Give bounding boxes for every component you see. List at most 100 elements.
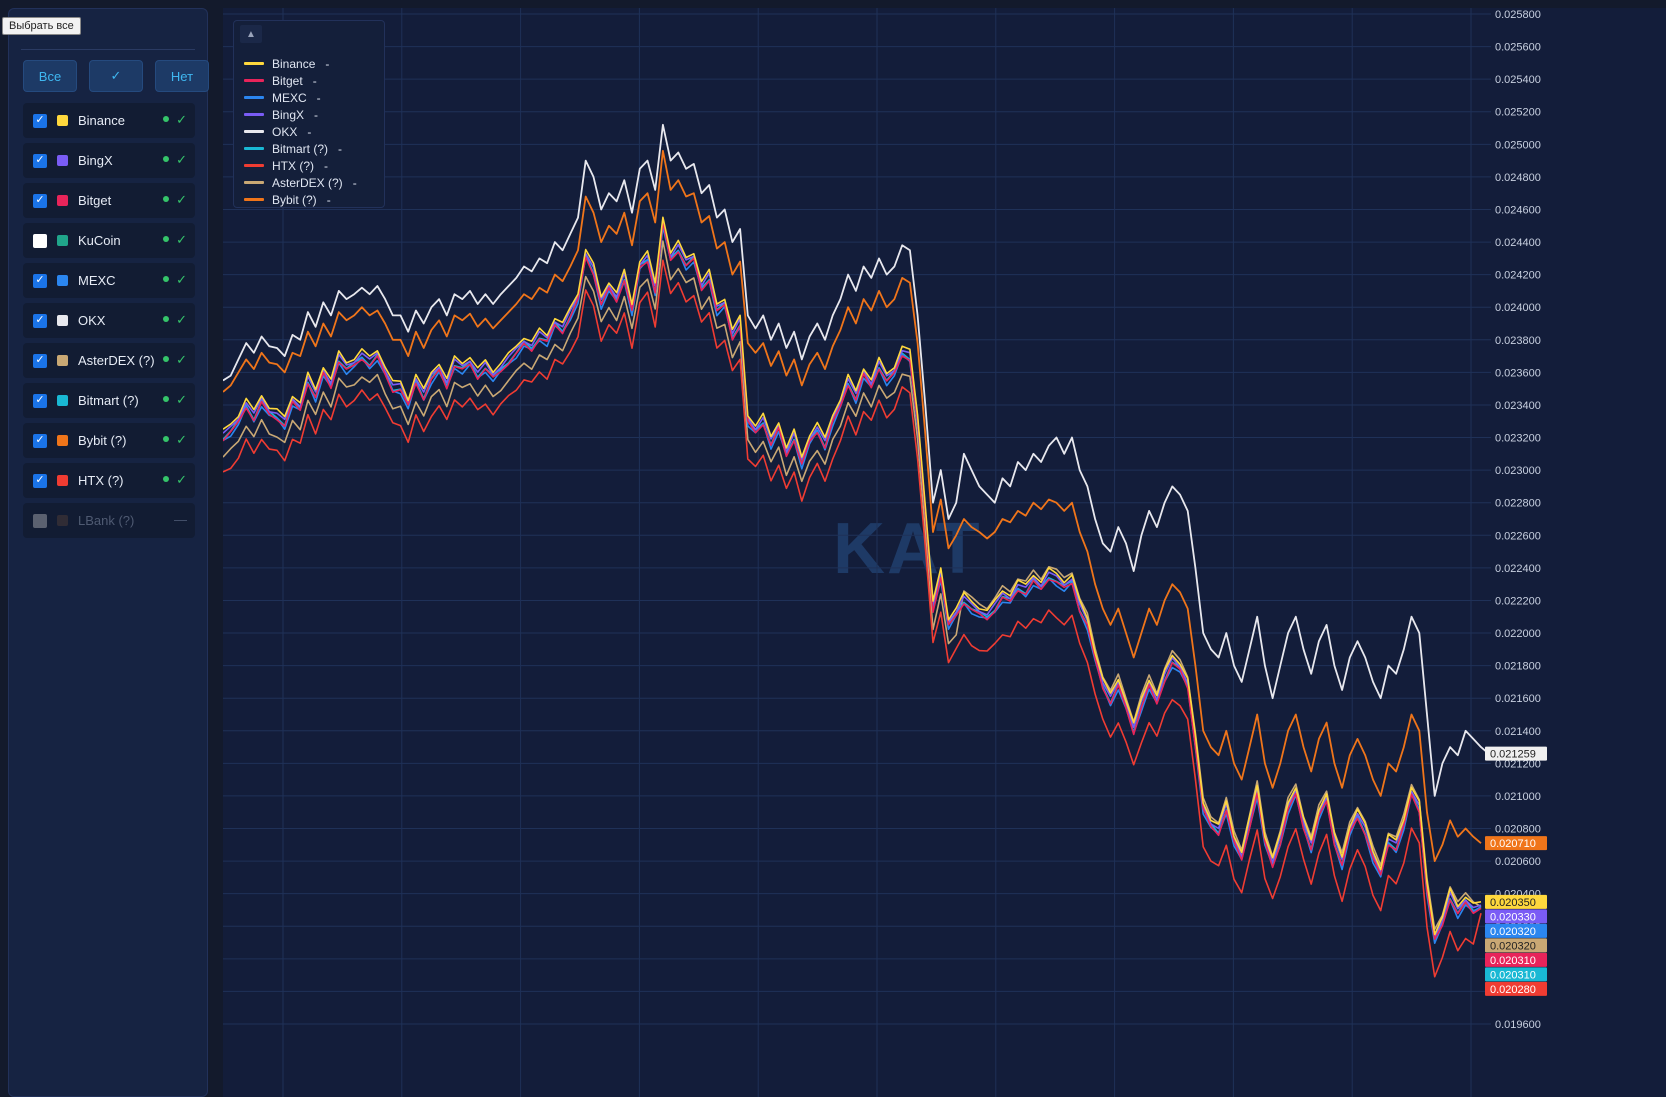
legend-line-icon xyxy=(244,113,264,116)
legend-entry-asterdex[interactable]: AsterDEX (?) - xyxy=(244,174,357,191)
price-tag xyxy=(1485,836,1547,851)
legend-entry-bitmart[interactable]: Bitmart (?) - xyxy=(244,140,342,157)
series-line-okx xyxy=(223,123,1490,797)
status-check-icon: ✓ xyxy=(176,232,187,247)
legend-label: Bitmart (?) xyxy=(272,141,329,156)
price-tag-label: 0.020320 xyxy=(1490,940,1536,952)
status-check-icon: ✓ xyxy=(176,112,187,127)
exchange-color-swatch xyxy=(57,315,68,326)
y-tick-label: 0.020600 xyxy=(1495,856,1541,868)
price-tag-label: 0.020350 xyxy=(1490,897,1536,909)
legend-entry-bingx[interactable]: BingX - xyxy=(244,106,318,123)
legend-value: - xyxy=(326,192,331,207)
exchange-checkbox[interactable]: ✓ xyxy=(33,433,47,448)
chart-panel: KAT 0.025800 0.025600 0.025400 0.025200 0.02… xyxy=(223,8,1666,1097)
legend-entry-bybit[interactable]: Bybit (?) - xyxy=(244,191,331,208)
status-dot-icon xyxy=(163,116,169,122)
price-tag-label: 0.020320 xyxy=(1490,926,1536,938)
exchange-checkbox[interactable]: ✓ xyxy=(33,473,47,488)
exchange-item-asterdex[interactable]: ✓ AsterDEX (?) ✓ xyxy=(23,343,195,378)
status-check-icon: ✓ xyxy=(176,352,187,367)
status-dot-icon xyxy=(163,476,169,482)
legend-label: AsterDEX (?) xyxy=(272,175,343,190)
y-tick-label: 0.025200 xyxy=(1495,107,1541,119)
series-line-bitmart xyxy=(223,220,1482,939)
exchange-name: LBank (?) xyxy=(78,513,135,528)
exchange-color-swatch xyxy=(57,115,68,126)
status-check-icon: ✓ xyxy=(176,392,187,407)
exchange-name: BingX xyxy=(78,153,113,168)
price-tag-label: 0.020310 xyxy=(1490,955,1536,967)
y-tick-label: 0.022200 xyxy=(1495,595,1541,607)
exchange-item-mexc[interactable]: ✓ MEXC ✓ xyxy=(23,263,195,298)
exchange-checkbox[interactable]: ✓ xyxy=(33,353,47,368)
y-tick-label: 0.024600 xyxy=(1495,204,1541,216)
exchange-checkbox[interactable]: ✓ xyxy=(33,153,47,168)
exchange-color-swatch xyxy=(57,275,68,286)
legend-label: MEXC xyxy=(272,90,307,105)
exchange-checkbox[interactable]: ✓ xyxy=(33,273,47,288)
exchange-color-swatch xyxy=(57,235,68,246)
exchange-item-bitget[interactable]: ✓ Bitget ✓ xyxy=(23,183,195,218)
watermark: KAT xyxy=(833,509,982,589)
legend-line-icon xyxy=(244,147,264,150)
exchange-name: MEXC xyxy=(78,273,116,288)
exchange-name: KuCoin xyxy=(78,233,121,248)
exchange-checkbox[interactable]: ✓ xyxy=(33,393,47,408)
exchange-item-binance[interactable]: ✓ Binance ✓ xyxy=(23,103,195,138)
exchange-name: Bybit (?) xyxy=(78,433,127,448)
select-check-button[interactable]: ✓ xyxy=(89,60,143,92)
exchange-color-swatch xyxy=(57,395,68,406)
price-tag xyxy=(1485,746,1547,761)
exchange-item-bingx[interactable]: ✓ BingX ✓ xyxy=(23,143,195,178)
exchange-name: AsterDEX (?) xyxy=(78,353,155,368)
legend-collapse-button[interactable]: ▲ xyxy=(240,25,262,43)
select-none-button[interactable]: Нет xyxy=(155,60,209,92)
y-tick-label: 0.025600 xyxy=(1495,42,1541,54)
exchange-name: Binance xyxy=(78,113,125,128)
exchange-checkbox[interactable] xyxy=(33,513,47,528)
select-all-button[interactable]: Все xyxy=(23,60,77,92)
legend-label: Bitget xyxy=(272,73,303,88)
status-check-icon: ✓ xyxy=(176,152,187,167)
exchange-item-bitmart[interactable]: ✓ Bitmart (?) ✓ xyxy=(23,383,195,418)
exchange-name: Bitget xyxy=(78,193,112,208)
legend-label: BingX xyxy=(272,107,305,122)
exchange-name: HTX (?) xyxy=(78,473,124,488)
status-dot-icon xyxy=(163,316,169,322)
status-dot-icon xyxy=(163,276,169,282)
exchange-item-lbank[interactable]: LBank (?) — xyxy=(23,503,195,538)
exchange-checkbox[interactable] xyxy=(33,233,47,248)
status-check-icon: ✓ xyxy=(176,432,187,447)
status-dot-icon xyxy=(163,356,169,362)
exchange-item-htx[interactable]: ✓ HTX (?) ✓ xyxy=(23,463,195,498)
exchange-color-swatch xyxy=(57,195,68,206)
y-tick-label: 0.023600 xyxy=(1495,367,1541,379)
y-tick-label: 0.022000 xyxy=(1495,628,1541,640)
series-line-htx xyxy=(223,259,1482,978)
legend-entry-mexc[interactable]: MEXC - xyxy=(244,89,321,106)
y-tick-label: 0.024200 xyxy=(1495,270,1541,282)
price-tag xyxy=(1485,938,1547,953)
exchange-item-okx[interactable]: ✓ OKX ✓ xyxy=(23,303,195,338)
exchange-item-kucoin[interactable]: KuCoin ✓ xyxy=(23,223,195,258)
y-tick-label: 0.022400 xyxy=(1495,563,1541,575)
legend-entry-binance[interactable]: Binance - xyxy=(244,55,329,72)
legend-value: - xyxy=(324,158,328,173)
exchange-color-swatch xyxy=(57,435,68,446)
exchange-checkbox[interactable]: ✓ xyxy=(33,193,47,208)
legend-entry-htx[interactable]: HTX (?) - xyxy=(244,157,328,174)
chart-legend: ▲ Binance - Bitget - MEXC - BingX - OKX - Bitmart … xyxy=(233,20,385,208)
exchange-checkbox[interactable]: ✓ xyxy=(33,113,47,128)
price-tag xyxy=(1485,909,1547,924)
y-tick-label: 0.025800 xyxy=(1495,9,1541,21)
price-chart[interactable]: 0.025800 0.025600 0.025400 0.025200 0.025000… xyxy=(223,8,1666,1097)
legend-entry-bitget[interactable]: Bitget - xyxy=(244,72,317,89)
y-tick-label: 0.021800 xyxy=(1495,661,1541,673)
exchange-item-bybit[interactable]: ✓ Bybit (?) ✓ xyxy=(23,423,195,458)
exchange-checkbox[interactable]: ✓ xyxy=(33,313,47,328)
legend-entry-okx[interactable]: OKX - xyxy=(244,123,311,140)
y-tick-label: 0.021600 xyxy=(1495,693,1541,705)
legend-value: - xyxy=(338,141,343,156)
y-tick-label: 0.021400 xyxy=(1495,726,1541,738)
